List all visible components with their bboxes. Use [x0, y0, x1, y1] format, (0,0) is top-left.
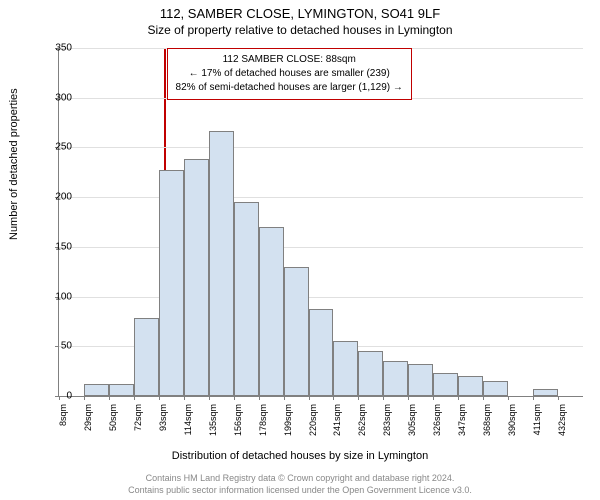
histogram-bar	[134, 318, 159, 396]
x-tick-label: 220sqm	[308, 404, 318, 444]
y-tick-label: 250	[42, 142, 72, 153]
y-tick-label: 150	[42, 241, 72, 252]
x-tick-label: 114sqm	[183, 404, 193, 444]
histogram-bar	[433, 373, 458, 396]
x-tick-label: 72sqm	[133, 404, 143, 444]
x-tick-label: 50sqm	[108, 404, 118, 444]
chart-subtitle: Size of property relative to detached ho…	[0, 23, 600, 37]
y-tick-label: 0	[42, 391, 72, 402]
x-tick-label: 432sqm	[557, 404, 567, 444]
callout-box: 112 SAMBER CLOSE: 88sqm ← 17% of detache…	[167, 48, 412, 100]
y-tick-label: 200	[42, 192, 72, 203]
x-tick-label: 262sqm	[357, 404, 367, 444]
x-tick-mark	[358, 396, 359, 400]
histogram-bar	[408, 364, 433, 396]
histogram-bar	[259, 227, 284, 396]
histogram-bar	[234, 202, 259, 396]
y-axis-label: Number of detached properties	[8, 88, 20, 240]
histogram-bar	[159, 170, 184, 396]
x-tick-mark	[284, 396, 285, 400]
x-tick-mark	[508, 396, 509, 400]
x-tick-label: 411sqm	[532, 404, 542, 444]
chart-title: 112, SAMBER CLOSE, LYMINGTON, SO41 9LF	[0, 6, 600, 21]
x-tick-mark	[333, 396, 334, 400]
histogram-bar	[209, 131, 234, 396]
histogram-bar	[533, 389, 558, 396]
x-tick-mark	[458, 396, 459, 400]
x-tick-label: 326sqm	[432, 404, 442, 444]
plot-area	[58, 48, 583, 397]
x-axis-label: Distribution of detached houses by size …	[0, 450, 600, 462]
histogram-bar	[284, 267, 309, 396]
x-tick-mark	[558, 396, 559, 400]
x-tick-mark	[408, 396, 409, 400]
x-tick-label: 135sqm	[208, 404, 218, 444]
x-tick-label: 199sqm	[283, 404, 293, 444]
x-tick-label: 178sqm	[258, 404, 268, 444]
histogram-bar	[333, 341, 358, 396]
callout-line-3: 82% of semi-detached houses are larger (…	[176, 81, 403, 95]
x-tick-label: 305sqm	[407, 404, 417, 444]
x-tick-mark	[234, 396, 235, 400]
histogram-bar	[84, 384, 109, 396]
y-tick-label: 100	[42, 291, 72, 302]
x-tick-mark	[533, 396, 534, 400]
histogram-bar	[109, 384, 134, 396]
histogram-bar	[184, 159, 209, 396]
y-tick-label: 300	[42, 92, 72, 103]
callout-line-2: ← 17% of detached houses are smaller (23…	[176, 67, 403, 81]
chart-title-block: 112, SAMBER CLOSE, LYMINGTON, SO41 9LF S…	[0, 6, 600, 37]
x-tick-label: 347sqm	[457, 404, 467, 444]
x-tick-label: 29sqm	[83, 404, 93, 444]
x-tick-mark	[259, 396, 260, 400]
footer-line-1: Contains HM Land Registry data © Crown c…	[0, 472, 600, 484]
gridline	[59, 197, 583, 198]
x-tick-mark	[309, 396, 310, 400]
callout-line-1: 112 SAMBER CLOSE: 88sqm	[176, 53, 403, 67]
histogram-bar	[309, 309, 334, 396]
y-tick-label: 350	[42, 43, 72, 54]
x-tick-mark	[184, 396, 185, 400]
histogram-bar	[483, 381, 508, 396]
x-tick-mark	[433, 396, 434, 400]
histogram-bar	[458, 376, 483, 396]
y-tick-label: 50	[42, 341, 72, 352]
gridline	[59, 297, 583, 298]
x-tick-label: 93sqm	[158, 404, 168, 444]
gridline	[59, 247, 583, 248]
histogram-bar	[358, 351, 383, 396]
gridline	[59, 147, 583, 148]
x-tick-mark	[383, 396, 384, 400]
footer-block: Contains HM Land Registry data © Crown c…	[0, 472, 600, 496]
x-tick-label: 368sqm	[482, 404, 492, 444]
footer-line-2: Contains public sector information licen…	[0, 484, 600, 496]
x-tick-mark	[159, 396, 160, 400]
x-tick-label: 8sqm	[58, 404, 68, 444]
x-tick-mark	[109, 396, 110, 400]
x-tick-mark	[209, 396, 210, 400]
x-tick-mark	[84, 396, 85, 400]
x-tick-label: 283sqm	[382, 404, 392, 444]
x-tick-label: 156sqm	[233, 404, 243, 444]
histogram-bar	[383, 361, 408, 396]
x-tick-label: 241sqm	[332, 404, 342, 444]
x-tick-mark	[483, 396, 484, 400]
x-tick-mark	[134, 396, 135, 400]
x-tick-label: 390sqm	[507, 404, 517, 444]
